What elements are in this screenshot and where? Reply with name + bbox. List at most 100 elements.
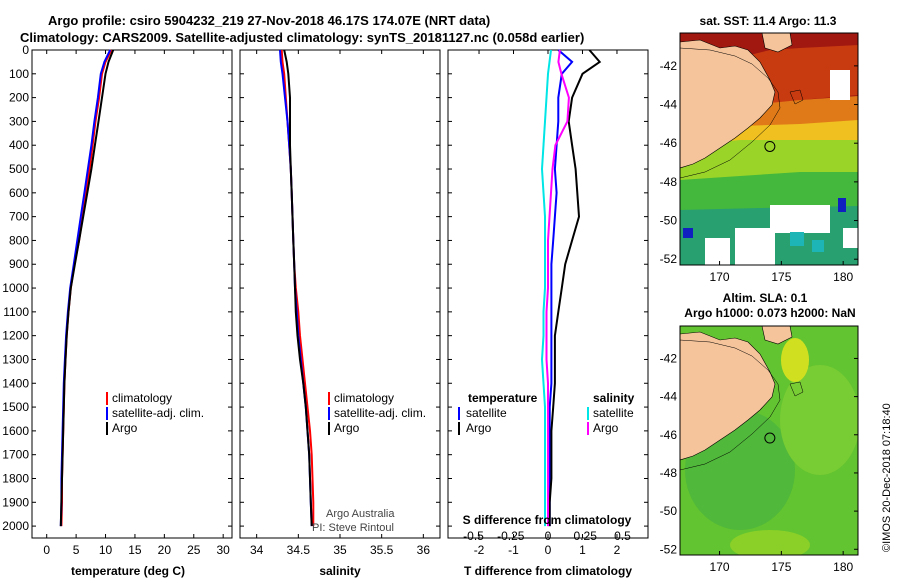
temperature-axes — [31, 49, 233, 539]
salinity-axes — [239, 49, 441, 539]
sst-cloud-5 — [843, 228, 858, 248]
salinity-series — [279, 49, 315, 527]
sla-contour-chatham — [789, 381, 804, 397]
legend-title-salinity: salinity — [593, 391, 635, 405]
y-tick-label: 1100 — [3, 305, 29, 319]
sst-cloud-3 — [705, 238, 730, 265]
map-y-tick-label: -42 — [660, 351, 678, 365]
salinity-y-ticks — [240, 49, 440, 527]
map-x-tick-label: 180 — [833, 560, 853, 574]
map-y-tick-label: -46 — [660, 136, 678, 150]
legend-title-temperature: temperature — [468, 391, 538, 405]
sla-map: Altim. SLA: 0.1 Argo h1000: 0.073 h2000:… — [660, 291, 859, 574]
salinity-x-label: salinity — [319, 564, 361, 578]
difference-y-ticks — [448, 49, 648, 527]
legend-label-s-satellite: satellite — [593, 406, 634, 420]
y-tick-label: 1200 — [2, 329, 29, 343]
map-x-tick-label: 170 — [710, 560, 730, 574]
y-tick-label: 1900 — [2, 495, 29, 509]
s-x-tick-label: 0.25 — [574, 529, 598, 543]
salinity-legend: climatology satellite-adj. clim. Argo — [328, 391, 426, 435]
y-tick-label: 1600 — [2, 424, 29, 438]
sst-patch-1 — [790, 232, 804, 246]
map-y-tick-label: -48 — [660, 466, 678, 480]
y-tick-label: 2000 — [2, 519, 29, 533]
y-tick-label: 700 — [9, 210, 29, 224]
sla-map-frame — [679, 325, 859, 556]
s-x-tick-label: 0 — [545, 529, 552, 543]
south-island-land — [680, 331, 776, 461]
sst-map-frame — [679, 32, 859, 266]
sla-blob-2 — [780, 365, 858, 475]
map-y-tick-label: -44 — [660, 390, 678, 404]
sst-patch-2 — [812, 240, 824, 252]
sst-map-ticks: 170 175 180 -42 -44 -46 -48 -50 -52 — [660, 59, 858, 284]
map-y-tick-label: -44 — [660, 98, 678, 112]
s-x-tick-label: -0.5 — [463, 529, 484, 543]
sla-map-title-2: Argo h1000: 0.073 h2000: NaN — [684, 306, 855, 320]
map-y-tick-label: -50 — [660, 504, 678, 518]
difference-x-ticks: -2 -1 0 1 2 — [474, 50, 621, 557]
sst-patch-4 — [838, 198, 846, 212]
sst-cloud-2 — [735, 228, 775, 265]
credit-pi: PI: Steve Rintoul — [312, 522, 394, 534]
x-tick-label: 0 — [43, 543, 50, 557]
legend-label-climatology: climatology — [334, 391, 394, 405]
salinity-panel: 34 34.5 35 35.5 36 salinity climatology sate… — [239, 49, 441, 578]
x-tick-label: 10 — [99, 543, 113, 557]
y-tick-label: 300 — [9, 114, 29, 128]
x-tick-label: 34 — [250, 543, 264, 557]
map-y-tick-label: -52 — [660, 542, 678, 556]
north-island-land — [761, 326, 793, 345]
temperature-legend: climatology satellite-adj. clim. Argo — [106, 391, 204, 435]
t-difference-x-label: T difference from climatology — [464, 564, 632, 578]
map-y-tick-label: -48 — [660, 175, 678, 189]
y-tick-label: 1800 — [2, 471, 29, 485]
salinity-x-ticks: 34 34.5 35 35.5 36 — [250, 50, 430, 557]
imos-credit: ©IMOS 20-Dec-2018 07:18:40 — [881, 403, 893, 552]
y-tick-label: 1500 — [2, 400, 29, 414]
difference-panel: -2 -1 0 1 2 -0.5 -0.25 0 0.25 0.5 T difference f… — [447, 49, 649, 578]
sla-map-title-1: Altim. SLA: 0.1 — [723, 291, 808, 305]
x-tick-label: 0 — [545, 543, 552, 557]
x-tick-label: -1 — [508, 543, 519, 557]
sla-shelf-contour — [680, 339, 781, 471]
series-line-s-argo — [545, 49, 570, 527]
figure-title-line1: Argo profile: csiro 5904232_219 27-Nov-2… — [48, 13, 490, 28]
sla-field — [680, 326, 858, 555]
legend-label-climatology: climatology — [112, 391, 172, 405]
sst-map-title: sat. SST: 11.4 Argo: 11.3 — [700, 14, 837, 28]
sst-map: sat. SST: 11.4 Argo: 11.3 170 175 180- — [660, 14, 859, 284]
sla-blob-4 — [730, 530, 810, 555]
sla-argo-position — [764, 432, 776, 444]
x-tick-label: 34.5 — [287, 543, 311, 557]
legend-label-t-argo: Argo — [466, 421, 492, 435]
difference-series — [540, 49, 602, 527]
temperature-panel: 0100200300400500600700800900100011001200… — [2, 43, 233, 578]
map-x-tick-label: 175 — [771, 270, 791, 284]
legend-label-argo: Argo — [334, 421, 360, 435]
sst-cloud-4 — [830, 70, 850, 100]
y-tick-label: 1400 — [2, 376, 29, 390]
sst-patch-3 — [683, 228, 693, 238]
sst-contour-chatham — [789, 89, 804, 105]
credit-argo-australia: Argo Australia — [326, 508, 395, 520]
x-tick-label: 35 — [333, 543, 347, 557]
s-difference-ticks: -0.5 -0.25 0 0.25 0.5 — [463, 529, 631, 543]
y-tick-label: 1000 — [2, 281, 29, 295]
x-tick-label: 35.5 — [370, 543, 394, 557]
temperature-x-label: temperature (deg C) — [71, 564, 185, 578]
difference-legend: temperature satellite Argo salinity sate… — [458, 391, 635, 435]
series-line-argo — [59, 49, 115, 527]
map-x-tick-label: 175 — [771, 560, 791, 574]
x-tick-label: 15 — [128, 543, 142, 557]
map-x-tick-label: 170 — [710, 270, 730, 284]
s-x-tick-label: 0.5 — [614, 529, 631, 543]
sst-cloud-1 — [770, 205, 830, 233]
legend-label-satellite: satellite-adj. clim. — [334, 406, 426, 420]
south-island-land — [680, 39, 776, 169]
temperature-x-ticks: 0 5 10 15 20 25 30 — [43, 50, 230, 557]
y-tick-label: 800 — [9, 233, 29, 247]
y-tick-label: 200 — [9, 91, 29, 105]
